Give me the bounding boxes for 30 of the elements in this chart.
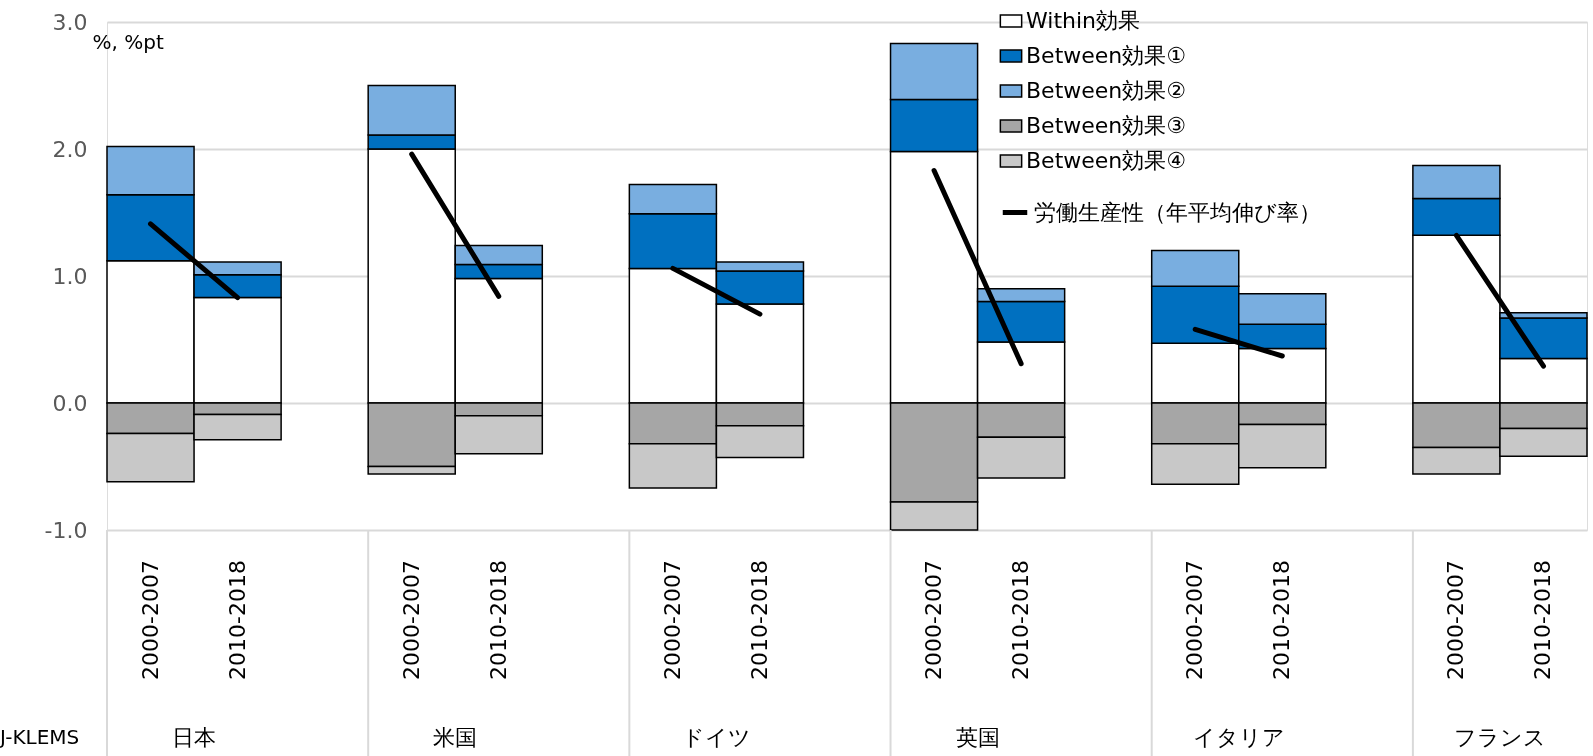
text: イタリア xyxy=(1192,725,1285,750)
y-tick-label: 0.0 xyxy=(52,390,88,416)
text: 英国 xyxy=(955,725,1000,750)
x-tick-label: 2000-2007 xyxy=(921,560,947,680)
x-tick-label: 2010-2018 xyxy=(485,560,511,680)
x-tick-label: 2000-2007 xyxy=(137,560,163,680)
y-tick-label: 3.0 xyxy=(52,9,88,35)
x-tick-label: 2010-2018 xyxy=(224,560,250,680)
x-tick-label: 2000-2007 xyxy=(1182,560,1208,680)
text: ドイツ xyxy=(681,725,751,750)
y-tick-label: 2.0 xyxy=(52,136,88,162)
x-tick-label: 2000-2007 xyxy=(398,560,424,680)
legend-label: 労働生産性（年平均伸び率） xyxy=(1034,199,1321,225)
text: フランス xyxy=(1453,725,1546,750)
x-tick-label: 2010-2018 xyxy=(1269,560,1295,680)
legend-label: Between効果④ xyxy=(1026,148,1186,173)
legend-label: Between効果① xyxy=(1026,43,1186,68)
y-axis-title: %, %pt xyxy=(92,29,164,54)
x-tick-label: 2010-2018 xyxy=(1530,560,1556,680)
x-tick-label: 2000-2007 xyxy=(659,560,685,680)
text: 米国 xyxy=(433,725,478,750)
y-tick-label: 1.0 xyxy=(52,263,88,289)
text: 日本 xyxy=(172,725,217,750)
x-tick-label: 2010-2018 xyxy=(1008,560,1034,680)
legend-label: Between効果③ xyxy=(1026,113,1186,138)
x-tick-label: 2010-2018 xyxy=(746,560,772,680)
legend-label: Within効果 xyxy=(1026,8,1141,33)
legend-label: Between効果② xyxy=(1026,78,1186,103)
x-tick-label: 2000-2007 xyxy=(1443,560,1469,680)
y-tick-label: -1.0 xyxy=(44,517,88,543)
